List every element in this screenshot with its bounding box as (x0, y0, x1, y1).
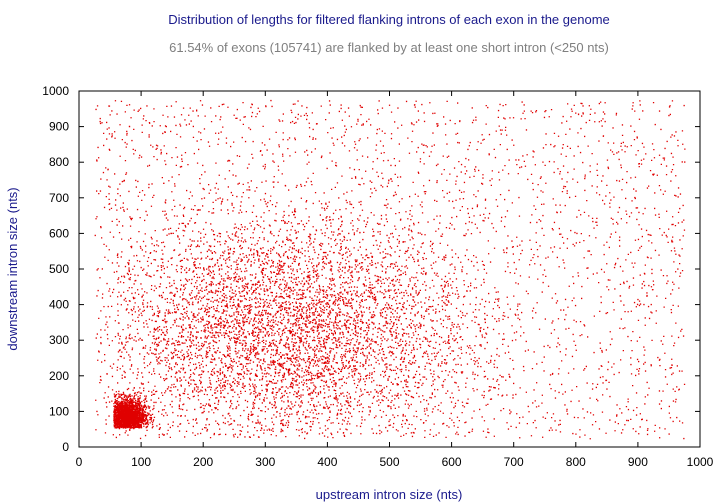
x-tick-label: 800 (566, 455, 586, 469)
y-tick-label: 300 (49, 333, 69, 347)
x-tick-label: 200 (193, 455, 213, 469)
x-tick-label: 600 (442, 455, 462, 469)
y-tick-label: 200 (49, 369, 69, 383)
y-tick-label: 500 (49, 262, 69, 276)
x-tick-label: 500 (379, 455, 399, 469)
scatter-point-cloud (94, 99, 686, 440)
plot-frame (78, 90, 701, 448)
x-tick-label: 0 (76, 455, 83, 469)
y-tick-label: 800 (49, 155, 69, 169)
y-axis: 0 100 200 300 400 500 600 700 800 900 1000 (42, 84, 700, 454)
x-tick-label: 700 (504, 455, 524, 469)
scatter-points (94, 99, 686, 440)
y-tick-label: 0 (62, 440, 69, 454)
y-axis-label: downstream intron size (nts) (5, 187, 20, 350)
x-axis-label: upstream intron size (nts) (316, 487, 463, 502)
y-tick-label: 100 (49, 404, 69, 418)
y-tick-label: 400 (49, 298, 69, 312)
x-tick-label: 100 (131, 455, 151, 469)
y-tick-label: 900 (49, 120, 69, 134)
y-tick-label: 700 (49, 191, 69, 205)
x-axis: 0 100 200 300 400 500 600 700 800 900 1000 (76, 91, 714, 469)
y-tick-label: 1000 (42, 84, 69, 98)
x-tick-label: 300 (255, 455, 275, 469)
chart-title: Distribution of lengths for filtered fla… (168, 12, 610, 27)
x-tick-label: 400 (317, 455, 337, 469)
x-tick-label: 1000 (687, 455, 714, 469)
chart-subtitle: 61.54% of exons (105741) are flanked by … (169, 40, 609, 55)
y-tick-label: 600 (49, 226, 69, 240)
x-tick-label: 900 (628, 455, 648, 469)
